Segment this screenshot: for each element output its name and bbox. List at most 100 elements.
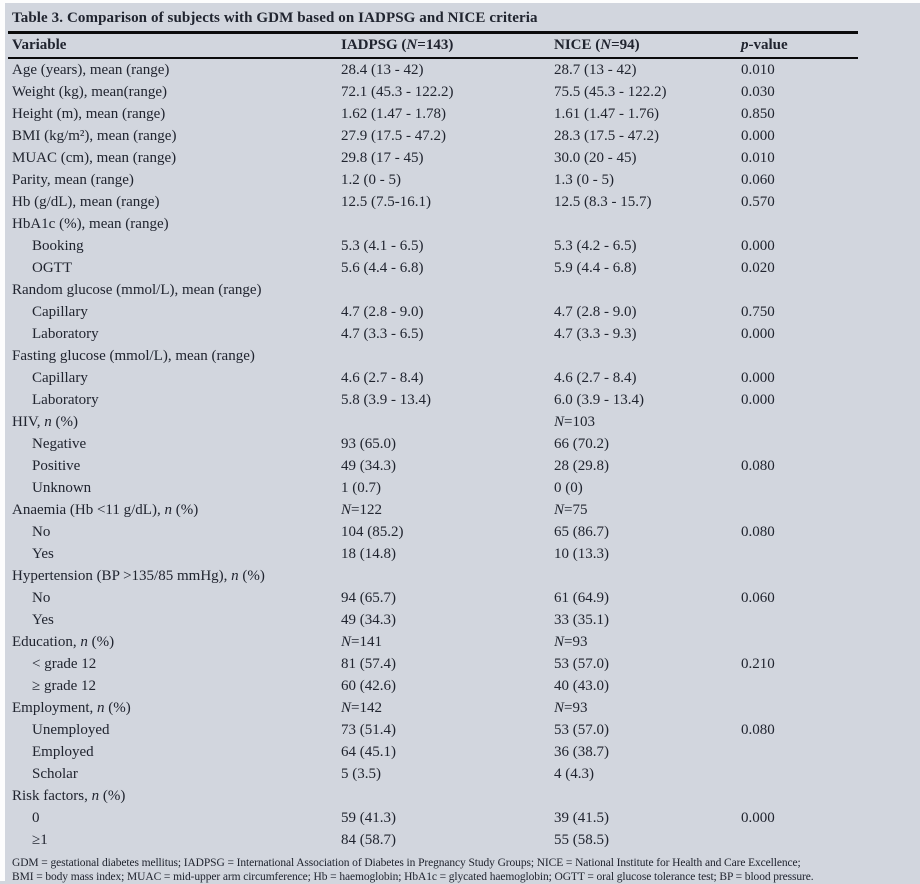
footnote-line-2: BMI = body mass index; MUAC = mid-upper …	[12, 871, 814, 883]
cell-nice: 66 (70.2)	[554, 435, 609, 452]
cell-variable: Scholar	[32, 765, 78, 782]
table-row: HbA1c (%), mean (range)	[8, 213, 858, 235]
cell-nice: 1.61 (1.47 - 1.76)	[554, 105, 659, 122]
cell-nice	[554, 785, 741, 807]
table-row: No 94 (65.7) 61 (64.9) 0.060	[8, 587, 858, 609]
cell-nice: 28.3 (17.5 - 47.2)	[554, 127, 659, 144]
column-header-iadpsg: IADPSG (N=143)	[341, 34, 554, 59]
cell-nice: 6.0 (3.9 - 13.4)	[554, 391, 644, 408]
cell-p-value: 0.060	[741, 171, 775, 188]
cell-variable: Employment, n (%)	[12, 699, 131, 716]
cell-p-value	[741, 433, 858, 455]
cell-iadpsg: 1.62 (1.47 - 1.78)	[341, 105, 446, 122]
table-row: Risk factors, n (%)	[8, 785, 858, 807]
table-row: ≥ grade 12 60 (42.6) 40 (43.0)	[8, 675, 858, 697]
cell-nice: N=103	[554, 413, 595, 430]
cell-p-value: 0.010	[741, 61, 775, 78]
table-row: Scholar 5 (3.5) 4 (4.3)	[8, 763, 858, 785]
table-row: Height (m), mean (range) 1.62 (1.47 - 1.7…	[8, 103, 858, 125]
cell-variable: ≥ grade 12	[32, 677, 97, 694]
cell-p-value: 0.850	[741, 105, 775, 122]
cell-iadpsg: 94 (65.7)	[341, 589, 396, 606]
table-row: Laboratory 4.7 (3.3 - 6.5) 4.7 (3.3 - 9.3)…	[8, 323, 858, 345]
cell-p-value: 0.080	[741, 457, 775, 474]
cell-nice: 4 (4.3)	[554, 765, 594, 782]
cell-p-value: 0.030	[741, 83, 775, 100]
cell-variable: MUAC (cm), mean (range)	[12, 149, 177, 166]
cell-variable: < grade 12	[32, 655, 97, 672]
cell-iadpsg: 60 (42.6)	[341, 677, 396, 694]
cell-nice: 40 (43.0)	[554, 677, 609, 694]
table-row: Unknown 1 (0.7) 0 (0)	[8, 477, 858, 499]
cell-iadpsg: 29.8 (17 - 45)	[341, 149, 424, 166]
cell-nice: 0 (0)	[554, 479, 583, 496]
cell-nice: N=75	[554, 501, 588, 518]
cell-iadpsg: N=141	[341, 633, 382, 650]
table-row: Employed 64 (45.1) 36 (38.7)	[8, 741, 858, 763]
cell-iadpsg: 104 (85.2)	[341, 523, 404, 540]
cell-iadpsg: 64 (45.1)	[341, 743, 396, 760]
cell-iadpsg: 27.9 (17.5 - 47.2)	[341, 127, 446, 144]
cell-iadpsg: 5.6 (4.4 - 6.8)	[341, 259, 424, 276]
cell-p-value: 0.000	[741, 325, 775, 342]
cell-nice: 53 (57.0)	[554, 655, 609, 672]
cell-variable: Booking	[32, 237, 84, 254]
cell-variable: Employed	[32, 743, 94, 760]
cell-variable: Random glucose (mmol/L), mean (range)	[12, 281, 262, 298]
table-row: Unemployed 73 (51.4) 53 (57.0) 0.080	[8, 719, 858, 741]
cell-variable: Risk factors, n (%)	[12, 787, 126, 804]
cell-variable: 0	[32, 809, 40, 826]
cell-variable: Hb (g/dL), mean (range)	[12, 193, 160, 210]
cell-nice: 5.3 (4.2 - 6.5)	[554, 237, 637, 254]
cell-iadpsg: 81 (57.4)	[341, 655, 396, 672]
cell-nice: N=93	[554, 633, 588, 650]
cell-variable: Hypertension (BP >135/85 mmHg), n (%)	[12, 567, 265, 584]
cell-nice: N=93	[554, 699, 588, 716]
scan-edge-left	[0, 0, 5, 881]
table-row: Random glucose (mmol/L), mean (range)	[8, 279, 858, 301]
cell-iadpsg: 49 (34.3)	[341, 457, 396, 474]
footnote-line-1: GDM = gestational diabetes mellitus; IAD…	[12, 857, 801, 869]
header-row: Variable IADPSG (N=143) NICE (N=94) p-va…	[8, 34, 858, 59]
cell-nice	[554, 565, 741, 587]
cell-p-value: 0.000	[741, 237, 775, 254]
cell-p-value	[741, 675, 858, 697]
cell-nice: 10 (13.3)	[554, 545, 609, 562]
cell-iadpsg: 84 (58.7)	[341, 831, 396, 848]
cell-iadpsg	[341, 213, 554, 235]
cell-p-value: 0.000	[741, 391, 775, 408]
table-row: Fasting glucose (mmol/L), mean (range)	[8, 345, 858, 367]
cell-iadpsg: 1 (0.7)	[341, 479, 381, 496]
cell-p-value	[741, 411, 858, 433]
cell-nice	[554, 345, 741, 367]
cell-nice: 39 (41.5)	[554, 809, 609, 826]
cell-nice: 55 (58.5)	[554, 831, 609, 848]
cell-iadpsg: 93 (65.0)	[341, 435, 396, 452]
cell-variable: Height (m), mean (range)	[12, 105, 166, 122]
table-row: Employment, n (%) N=142 N=93	[8, 697, 858, 719]
cell-p-value: 0.080	[741, 721, 775, 738]
cell-variable: Unknown	[32, 479, 92, 496]
table-row: MUAC (cm), mean (range) 29.8 (17 - 45) 30.…	[8, 147, 858, 169]
cell-p-value	[741, 741, 858, 763]
cell-variable: Anaemia (Hb <11 g/dL), n (%)	[12, 501, 199, 518]
table-row: Parity, mean (range) 1.2 (0 - 5) 1.3 (0 - …	[8, 169, 858, 191]
cell-p-value: 0.020	[741, 259, 775, 276]
cell-variable: Parity, mean (range)	[12, 171, 134, 188]
cell-nice: 36 (38.7)	[554, 743, 609, 760]
cell-variable: Capillary	[32, 369, 88, 386]
cell-nice: 4.7 (2.8 - 9.0)	[554, 303, 637, 320]
table-row: Hb (g/dL), mean (range) 12.5 (7.5-16.1) 12…	[8, 191, 858, 213]
table-row: No 104 (85.2) 65 (86.7) 0.080	[8, 521, 858, 543]
table-container: Table 3. Comparison of subjects with GDM…	[8, 3, 913, 884]
cell-variable: OGTT	[32, 259, 72, 276]
cell-iadpsg	[341, 345, 554, 367]
column-header-nice: NICE (N=94)	[554, 34, 741, 59]
table-row: BMI (kg/m²), mean (range) 27.9 (17.5 - 47…	[8, 125, 858, 147]
cell-iadpsg: 49 (34.3)	[341, 611, 396, 628]
cell-nice: 30.0 (20 - 45)	[554, 149, 637, 166]
cell-iadpsg: 1.2 (0 - 5)	[341, 171, 401, 188]
cell-p-value: 0.750	[741, 303, 775, 320]
comparison-table: Variable IADPSG (N=143) NICE (N=94) p-va…	[8, 34, 858, 851]
cell-p-value	[741, 279, 858, 301]
